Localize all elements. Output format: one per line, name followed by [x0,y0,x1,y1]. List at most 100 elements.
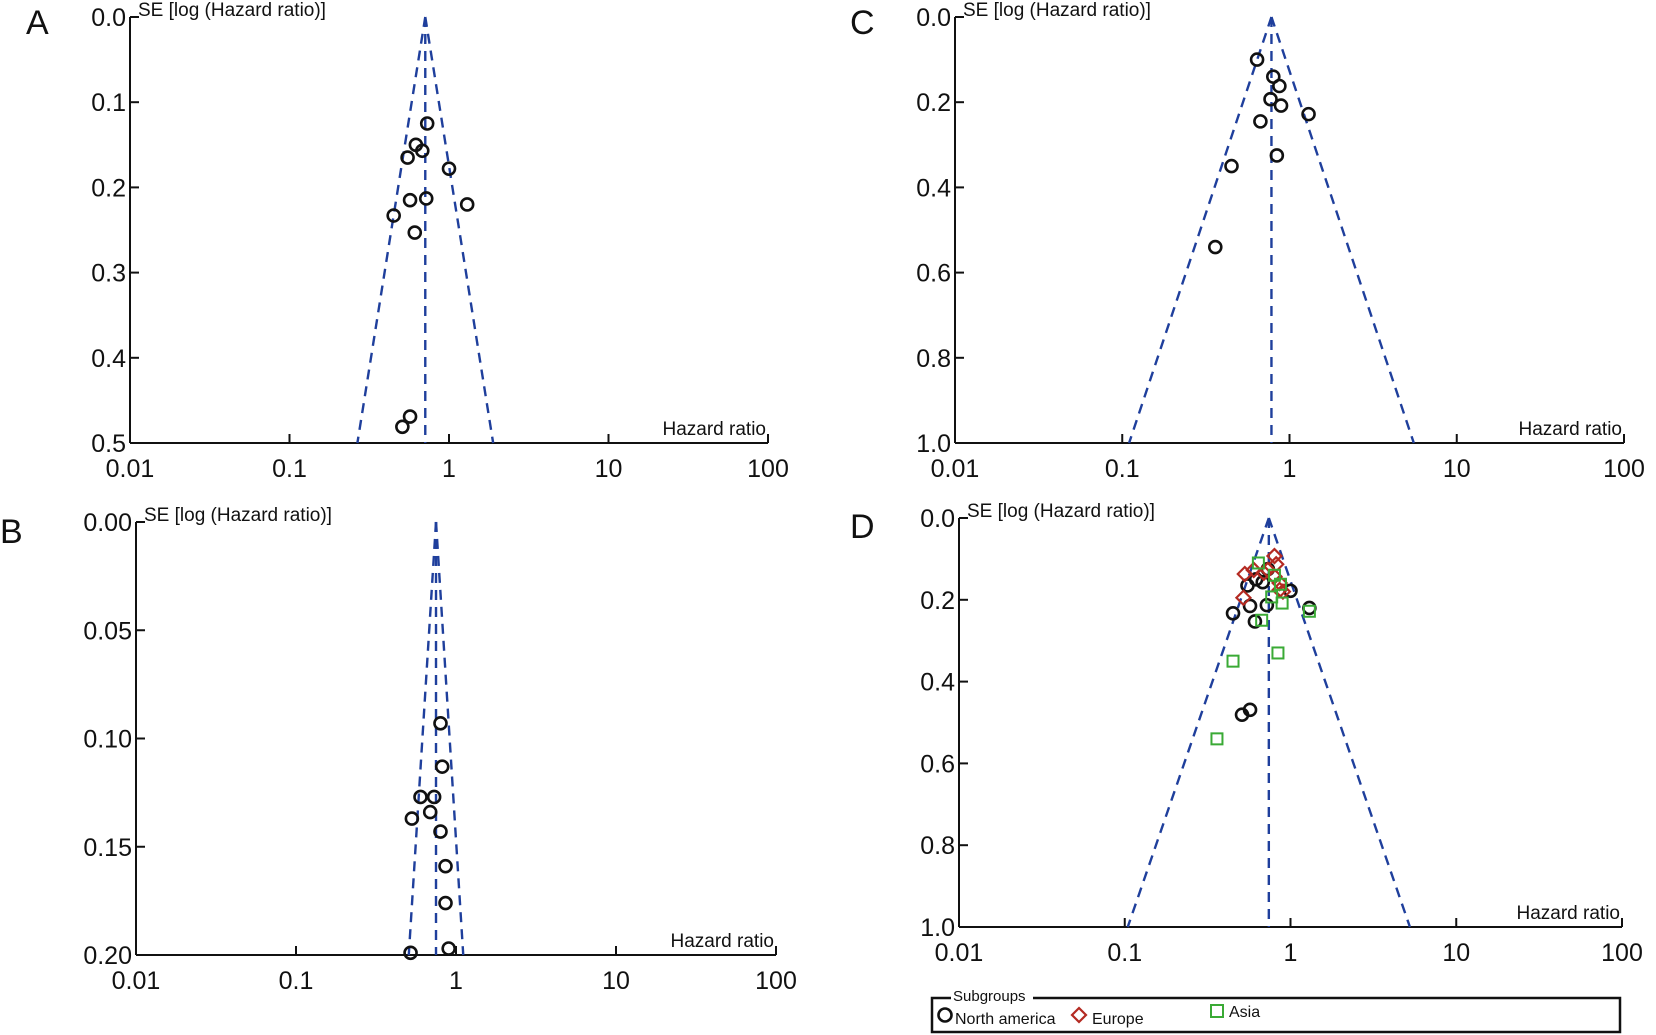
data-point [1234,707,1250,723]
x-tick-label: 100 [747,455,789,483]
data-point [433,824,448,839]
data-point [438,895,453,911]
panel-b: B 0.00 0.05 0.10 0.15 0.200.01 0.1 1 10 100 SE [lo… [0,505,797,995]
data-point [1269,148,1285,163]
x-tick-label: 0.1 [272,455,307,483]
legend-title-bg [951,988,1033,1002]
data-point [422,804,438,820]
x-tick-label: 1 [1284,939,1298,967]
y-tick-label: 0.0 [920,505,955,533]
x-tick-label: 100 [755,967,797,995]
y-tick-label: 0.15 [83,834,132,862]
data-point [1272,78,1287,94]
data-point [433,716,448,731]
y-axis-title: SE [log (Hazard ratio)] [967,501,1155,522]
data-point [400,150,415,165]
y-tick-label: 0.2 [91,174,126,202]
x-tick-label: 100 [1603,455,1645,483]
panel-d: D 0.0 0.2 0.4 0.6 0.8 1.00.01 0.1 1 10 100 SE [log … [850,501,1643,1034]
data-point [459,197,475,212]
data-point [1236,565,1254,583]
funnel-left-limit [356,16,427,444]
y-axis-title: SE [log (Hazard ratio)] [138,0,326,21]
x-tick-label: 10 [1442,939,1470,967]
data-point [1273,577,1287,591]
data-point [402,192,418,208]
y-tick-label: 0.4 [920,669,955,697]
y-tick-label: 0.8 [920,832,955,860]
legend: Subgroups North america Europe Asia [930,988,1622,1034]
y-tick-label: 0.3 [91,260,126,288]
data-point [1207,239,1223,255]
data-point [426,789,442,805]
panel-c: C 0.0 0.2 0.4 0.6 0.8 1.00.01 0.1 1 10 100 SE [log … [850,0,1645,483]
data-point [404,811,420,826]
data-point [403,945,418,961]
data-point [414,143,430,159]
y-axis-title: SE [log (Hazard ratio)] [963,0,1151,21]
x-tick-label: 10 [1443,455,1471,483]
data-point [402,409,418,424]
x-tick-label: 100 [1601,939,1643,967]
y-tick-label: 0.00 [83,509,132,537]
funnel-left-limit [407,521,438,956]
data-point [1249,52,1265,67]
data-point [1302,600,1317,616]
legend-marker-asia [1210,1004,1224,1018]
data-point [1247,614,1263,629]
x-axis-title: Hazard ratio [1517,903,1621,924]
legend-marker-europe [1070,1006,1088,1024]
data-point [441,161,457,176]
data-point [386,208,401,223]
data-point [419,116,435,131]
y-tick-label: 0.0 [91,4,126,32]
data-point [1263,91,1278,107]
x-tick-label: 1 [449,967,463,995]
x-tick-label: 0.1 [279,967,314,995]
funnel-left-limit [1126,517,1270,928]
data-point [1271,646,1285,660]
legend-title: Subgroups [953,988,1026,1005]
legend-label: North america [955,1011,1056,1028]
data-point [1255,574,1271,590]
y-tick-label: 1.0 [920,914,955,942]
y-tick-label: 0.05 [83,617,132,645]
x-tick-label: 1 [1283,455,1297,483]
x-tick-label: 10 [595,455,623,483]
data-point [1301,106,1316,122]
x-tick-label: 10 [602,967,630,995]
data-point [1253,114,1268,129]
panel-a: A 0.0 0.1 0.2 0.3 0.4 0.50.01 0.1 1 10 100 SE [log … [26,0,789,483]
panel-letter: C [850,4,875,42]
x-axis-title: Hazard ratio [1519,419,1623,440]
funnel-right-limit [1270,16,1415,444]
data-point [1225,605,1241,621]
x-tick-label: 0.1 [1105,455,1140,483]
data-point [1224,158,1239,174]
panel-letter: B [0,513,23,551]
x-tick-label: 0.1 [1107,939,1142,967]
data-point [1226,654,1240,668]
y-tick-label: 0.0 [916,4,951,32]
x-axis-title: Hazard ratio [671,931,775,952]
data-point [1302,604,1316,618]
y-tick-label: 0.20 [83,942,132,970]
funnel-right-limit [434,521,465,956]
y-tick-label: 0.6 [920,750,955,778]
x-tick-label: 0.01 [931,455,980,483]
data-point [1275,596,1289,610]
data-point [1242,598,1258,614]
data-point [1251,556,1265,570]
data-point [434,759,450,774]
data-point [418,191,434,206]
y-tick-label: 0.8 [916,345,951,373]
legend-label: Asia [1229,1004,1260,1021]
funnel-left-limit [1127,16,1273,444]
x-tick-label: 0.01 [106,455,155,483]
data-point [395,419,410,435]
y-tick-label: 0.4 [916,174,951,202]
panel-letter: D [850,508,875,546]
data-point [1210,732,1224,746]
funnel-right-limit [1267,517,1412,928]
